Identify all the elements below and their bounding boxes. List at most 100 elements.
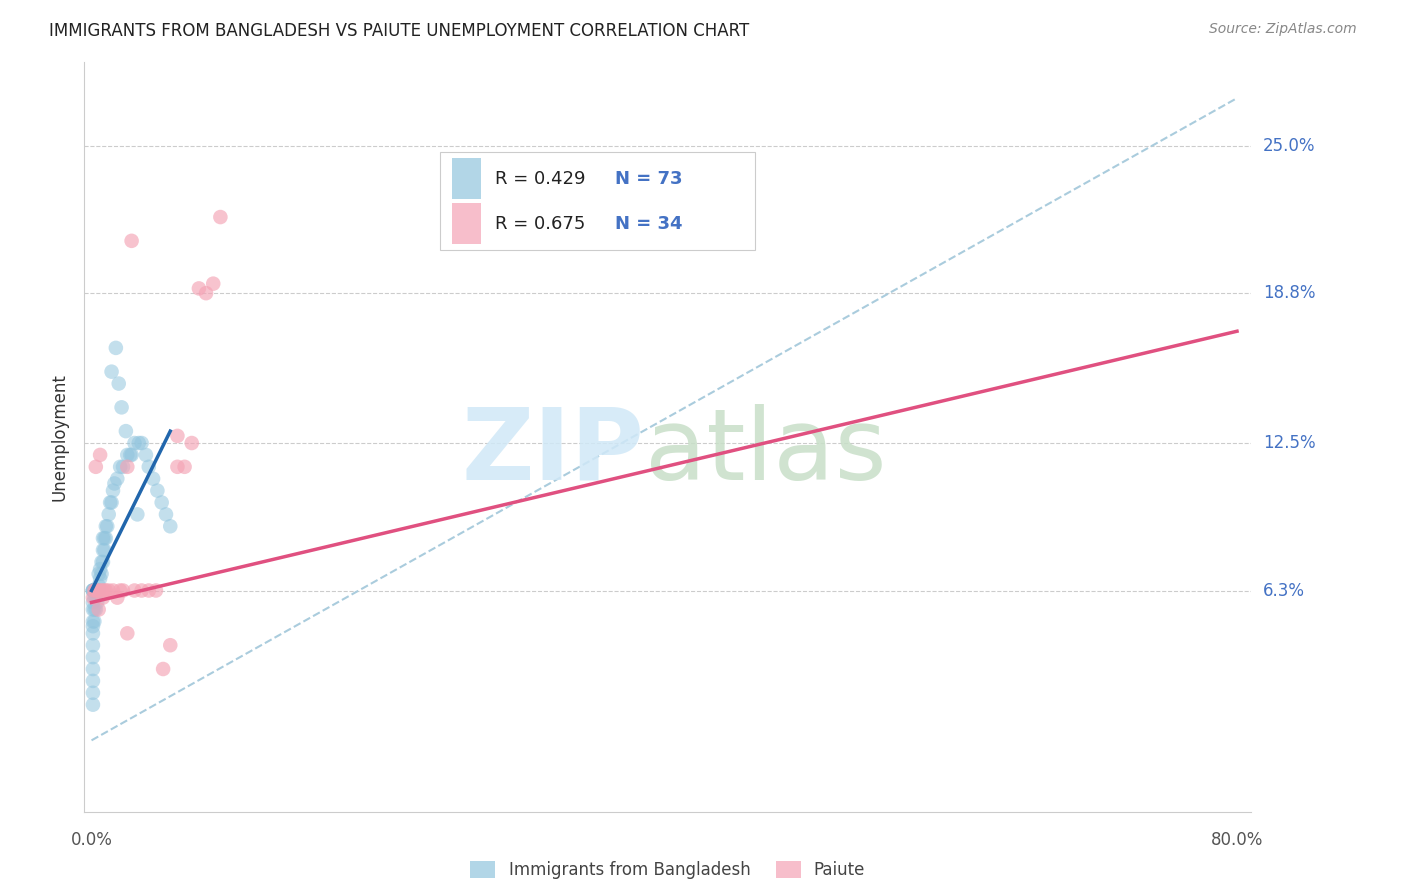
Point — [82, 698, 104, 712]
Point — [111, 459, 134, 474]
Point — [89, 562, 111, 576]
Point — [135, 448, 157, 462]
Point — [209, 210, 232, 224]
Point — [90, 583, 112, 598]
Point — [82, 595, 104, 609]
Point — [97, 508, 120, 522]
Text: N = 34: N = 34 — [616, 215, 683, 233]
Point — [89, 583, 111, 598]
Point — [83, 583, 105, 598]
Point — [83, 583, 105, 598]
Point — [138, 459, 160, 474]
FancyBboxPatch shape — [440, 153, 755, 250]
Y-axis label: Unemployment: Unemployment — [51, 373, 69, 501]
Point — [83, 583, 105, 598]
Point — [131, 583, 153, 598]
Point — [87, 566, 110, 581]
Point — [93, 583, 115, 598]
Text: 0.0%: 0.0% — [70, 830, 112, 849]
Point — [103, 476, 125, 491]
Point — [86, 583, 108, 598]
Point — [82, 626, 104, 640]
Point — [89, 572, 111, 586]
Point — [94, 519, 117, 533]
Point — [97, 583, 120, 598]
Point — [82, 673, 104, 688]
Point — [101, 483, 124, 498]
Point — [128, 436, 150, 450]
Text: ZIP: ZIP — [461, 403, 644, 500]
Point — [145, 583, 167, 598]
Point — [90, 555, 112, 569]
Point — [82, 650, 104, 665]
Text: 80.0%: 80.0% — [1211, 830, 1263, 849]
Point — [202, 277, 225, 291]
Point — [82, 662, 104, 676]
Point — [84, 583, 107, 598]
Text: IMMIGRANTS FROM BANGLADESH VS PAIUTE UNEMPLOYMENT CORRELATION CHART: IMMIGRANTS FROM BANGLADESH VS PAIUTE UNE… — [49, 22, 749, 40]
Point — [84, 591, 107, 605]
Point — [83, 615, 105, 629]
Text: 18.8%: 18.8% — [1263, 285, 1315, 302]
Point — [93, 531, 115, 545]
Point — [83, 583, 105, 598]
Point — [94, 531, 117, 545]
Point — [117, 459, 139, 474]
Point — [84, 583, 107, 598]
Point — [121, 234, 143, 248]
Point — [89, 448, 111, 462]
FancyBboxPatch shape — [451, 158, 481, 199]
Point — [120, 448, 142, 462]
Point — [124, 436, 146, 450]
Point — [84, 459, 107, 474]
FancyBboxPatch shape — [451, 202, 481, 244]
Point — [173, 459, 195, 474]
Point — [91, 591, 114, 605]
Point — [166, 429, 188, 443]
Point — [138, 583, 160, 598]
Point — [159, 519, 181, 533]
Point — [84, 602, 107, 616]
Point — [82, 583, 104, 598]
Text: N = 73: N = 73 — [616, 169, 683, 187]
Point — [127, 508, 149, 522]
Point — [83, 602, 105, 616]
Point — [86, 583, 108, 598]
Text: 6.3%: 6.3% — [1263, 582, 1305, 599]
Text: atlas: atlas — [644, 403, 886, 500]
Point — [98, 495, 121, 509]
Point — [195, 286, 218, 301]
Point — [117, 448, 139, 462]
Point — [108, 459, 131, 474]
Point — [166, 459, 188, 474]
Text: R = 0.675: R = 0.675 — [495, 215, 585, 233]
Point — [101, 583, 124, 598]
Point — [100, 495, 122, 509]
Point — [87, 579, 110, 593]
Point — [96, 519, 118, 533]
Point — [90, 566, 112, 581]
Point — [187, 281, 209, 295]
Point — [105, 472, 128, 486]
Text: Source: ZipAtlas.com: Source: ZipAtlas.com — [1209, 22, 1357, 37]
Point — [142, 472, 165, 486]
Text: R = 0.429: R = 0.429 — [495, 169, 586, 187]
Point — [94, 583, 117, 598]
Point — [121, 448, 143, 462]
Point — [83, 591, 105, 605]
Point — [108, 583, 131, 598]
Point — [82, 583, 104, 598]
Point — [82, 602, 104, 616]
Point — [180, 436, 202, 450]
Point — [111, 583, 134, 598]
Point — [105, 591, 128, 605]
Point — [84, 583, 107, 598]
Point — [117, 626, 139, 640]
Point — [87, 583, 110, 598]
Point — [100, 365, 122, 379]
Text: 25.0%: 25.0% — [1263, 136, 1315, 154]
Point — [91, 543, 114, 558]
Point — [93, 543, 115, 558]
Point — [110, 401, 132, 415]
Point — [82, 583, 104, 598]
